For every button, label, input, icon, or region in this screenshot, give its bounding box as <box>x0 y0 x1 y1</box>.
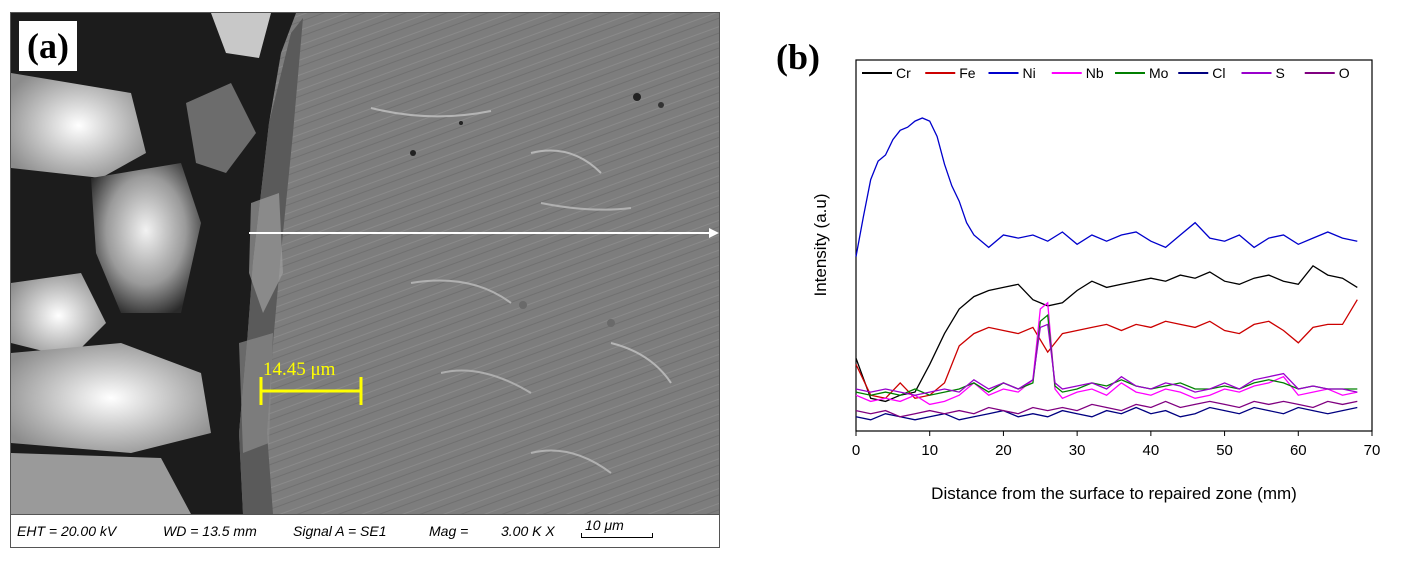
series-line-o <box>855 400 1358 418</box>
legend: Cr Fe Ni Nb Mo Cl S O <box>862 65 1350 81</box>
line-profile-chart: 0 10 20 30 40 50 60 70 Cr Fe Ni Nb Mo Cl S O Distance … <box>811 59 1381 503</box>
arrow-head-icon <box>709 228 719 238</box>
x-tick-label: 10 <box>921 442 938 459</box>
series-line-cl <box>855 406 1358 421</box>
scale-bar-text: 10 μm <box>585 517 624 533</box>
series-line-fe <box>855 299 1358 400</box>
series-line-ni <box>855 117 1358 257</box>
legend-label-o: O <box>1339 65 1350 81</box>
signal-text: Signal A = SE1 <box>293 523 387 539</box>
mag-value: 3.00 K X <box>501 523 555 539</box>
x-tick-label: 20 <box>995 442 1012 459</box>
x-tick-label: 70 <box>1364 442 1381 459</box>
legend-label-nb: Nb <box>1086 65 1104 81</box>
legend-label-ni: Ni <box>1023 65 1036 81</box>
x-tick-label: 40 <box>1143 442 1160 459</box>
sem-micrograph: (a) 14.45 μm <box>10 12 720 515</box>
legend-label-mo: Mo <box>1149 65 1169 81</box>
panel-a-label: (a) <box>19 21 77 71</box>
legend-label-s: S <box>1276 65 1285 81</box>
x-tick-label: 50 <box>1216 442 1233 459</box>
series-line-mo <box>855 313 1358 396</box>
legend-label-cr: Cr <box>896 65 911 81</box>
legend-label-cl: Cl <box>1212 65 1225 81</box>
x-axis-label: Distance from the surface to repaired zo… <box>931 484 1297 503</box>
series-layer <box>855 117 1358 421</box>
sem-panel: (a) 14.45 μm EHT = 20.00 kV WD = 13.5 mm… <box>10 12 720 550</box>
eht-text: EHT = 20.00 kV <box>17 523 117 539</box>
sem-micrograph-graphic <box>11 13 719 514</box>
mag-text: Mag = <box>429 523 469 539</box>
y-axis-label: Intensity (a.u) <box>811 194 830 297</box>
x-tick-label: 60 <box>1290 442 1307 459</box>
series-line-s <box>855 323 1358 396</box>
series-line-nb <box>855 301 1358 406</box>
plot-area <box>855 59 1373 432</box>
wd-text: WD = 13.5 mm <box>163 523 257 539</box>
legend-label-fe: Fe <box>959 65 976 81</box>
panel-b-label: (b) <box>776 37 820 77</box>
x-tick-label: 30 <box>1069 442 1086 459</box>
sem-info-bar: EHT = 20.00 kV WD = 13.5 mm Signal A = S… <box>10 515 720 548</box>
thickness-label: 14.45 μm <box>263 359 336 380</box>
series-line-cr <box>855 264 1358 403</box>
scale-bar <box>581 533 653 538</box>
x-axis-ticks: 0 10 20 30 40 50 60 70 <box>852 431 1381 459</box>
x-tick-label: 0 <box>852 442 860 459</box>
